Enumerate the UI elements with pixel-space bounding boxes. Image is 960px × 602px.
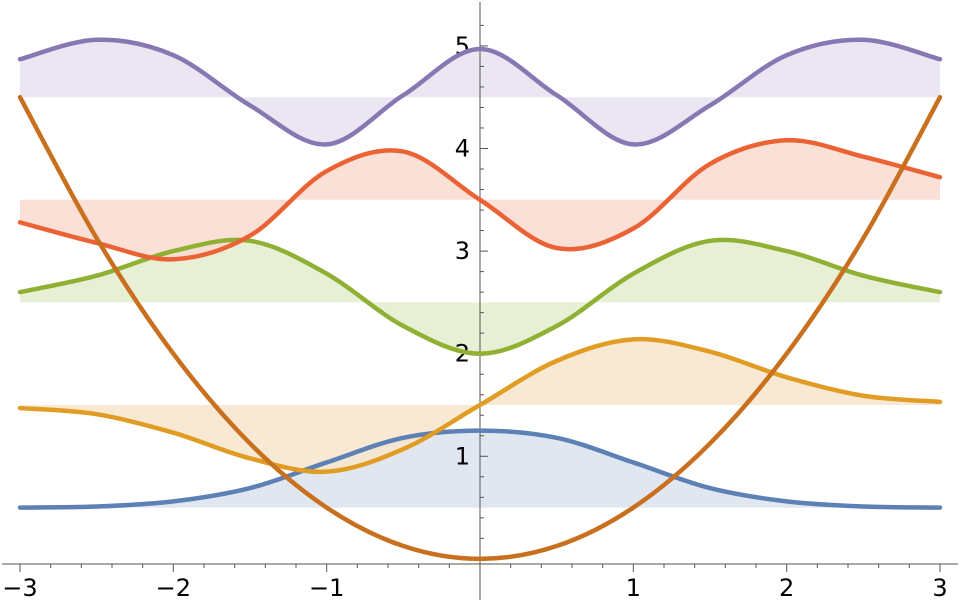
series-line-3 xyxy=(17,138,943,262)
y-tick-label: 3 xyxy=(455,237,470,265)
band-fill-1 xyxy=(20,339,940,472)
curves xyxy=(17,37,943,562)
series-line-1 xyxy=(17,336,943,475)
x-tick-label: 2 xyxy=(779,574,794,602)
y-tick-label: 1 xyxy=(455,442,470,470)
x-tick-label: −3 xyxy=(2,574,37,602)
x-tick-label: 1 xyxy=(626,574,641,602)
axis-ticks xyxy=(19,24,941,572)
series-line-4 xyxy=(17,37,943,147)
x-tick-label: −2 xyxy=(156,574,191,602)
series-line-2 xyxy=(17,237,943,356)
band-fill-2 xyxy=(20,239,940,354)
band-fill-3 xyxy=(20,140,940,260)
x-tick-label: −1 xyxy=(309,574,344,602)
y-tick-label: 4 xyxy=(455,135,470,163)
x-tick-label: 3 xyxy=(932,574,947,602)
series-line-0 xyxy=(17,428,943,510)
potential-curve xyxy=(17,94,943,562)
